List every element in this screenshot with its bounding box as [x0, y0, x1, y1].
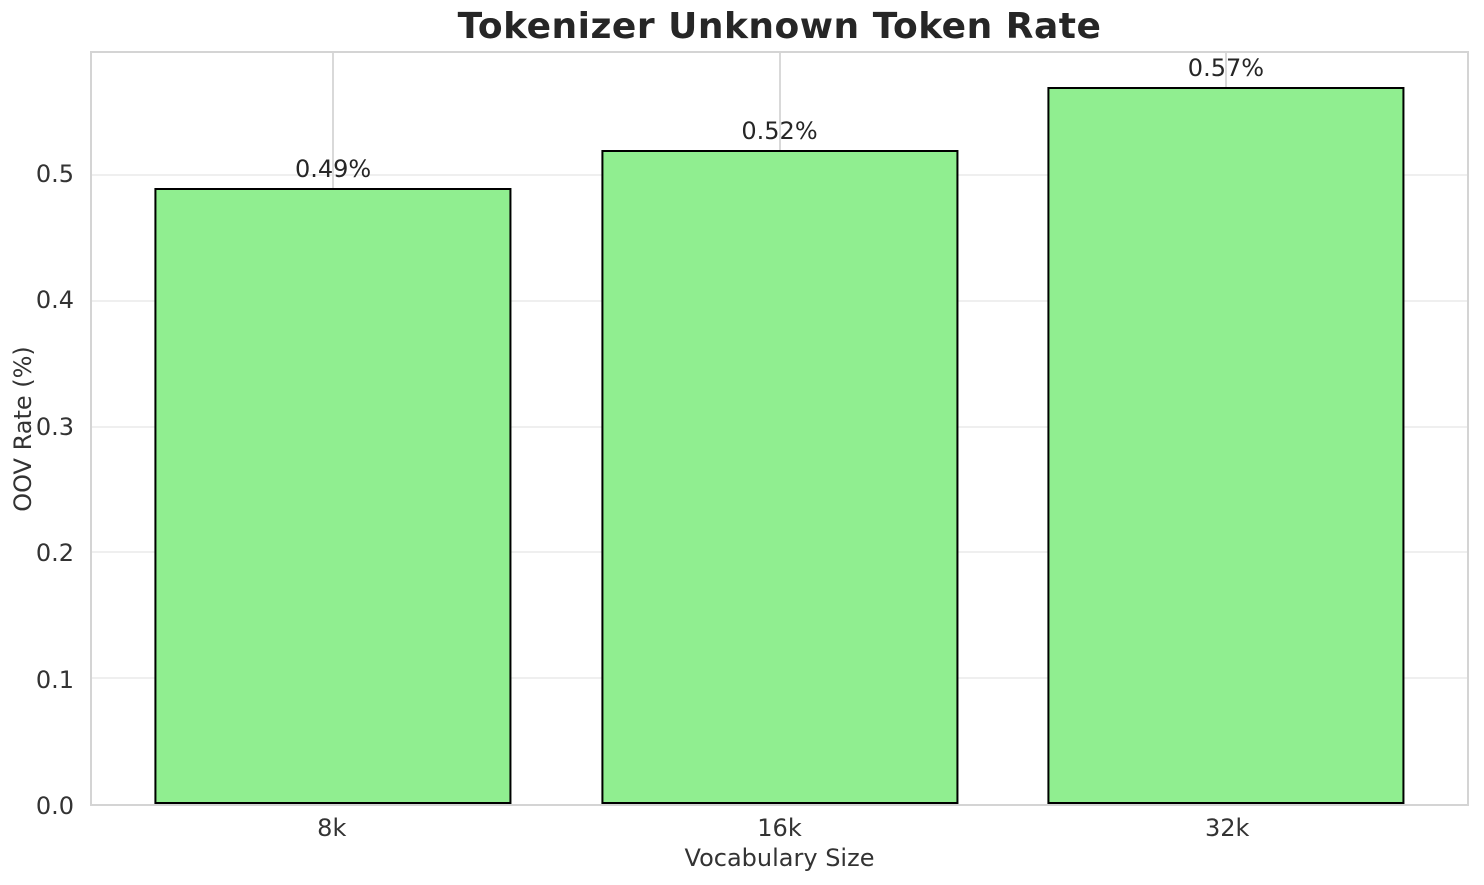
- y-axis-tick-labels: 0.0 0.1 0.2 0.3 0.4 0.5: [0, 51, 74, 818]
- plot-area: 0.49% 0.52% 0.57%: [90, 51, 1469, 806]
- chart-title: Tokenizer Unknown Token Rate: [457, 6, 1102, 47]
- y-tick-label: 0.1: [35, 665, 74, 694]
- y-tick-label: 0.2: [35, 539, 74, 568]
- bar-value-label: 0.52%: [741, 116, 818, 145]
- x-tick-label-8k: 8k: [317, 814, 347, 842]
- y-tick-label: 0.5: [35, 159, 74, 188]
- y-tick-label: 0.3: [35, 412, 74, 441]
- x-tick-label-16k: 16k: [757, 814, 802, 842]
- y-tick-label: 0.0: [35, 792, 74, 820]
- bar-value-label: 0.57%: [1187, 53, 1265, 82]
- bar-value-label: 0.49%: [294, 154, 372, 183]
- x-axis-tick-labels: 8k 16k 32k: [90, 814, 1469, 844]
- x-tick-label-32k: 32k: [1205, 814, 1250, 842]
- bar-32k: [1047, 86, 1405, 804]
- bar-16k: [600, 149, 959, 804]
- x-axis-label: Vocabulary Size: [684, 844, 875, 872]
- bar-8k: [154, 187, 512, 804]
- y-tick-label: 0.4: [35, 286, 74, 315]
